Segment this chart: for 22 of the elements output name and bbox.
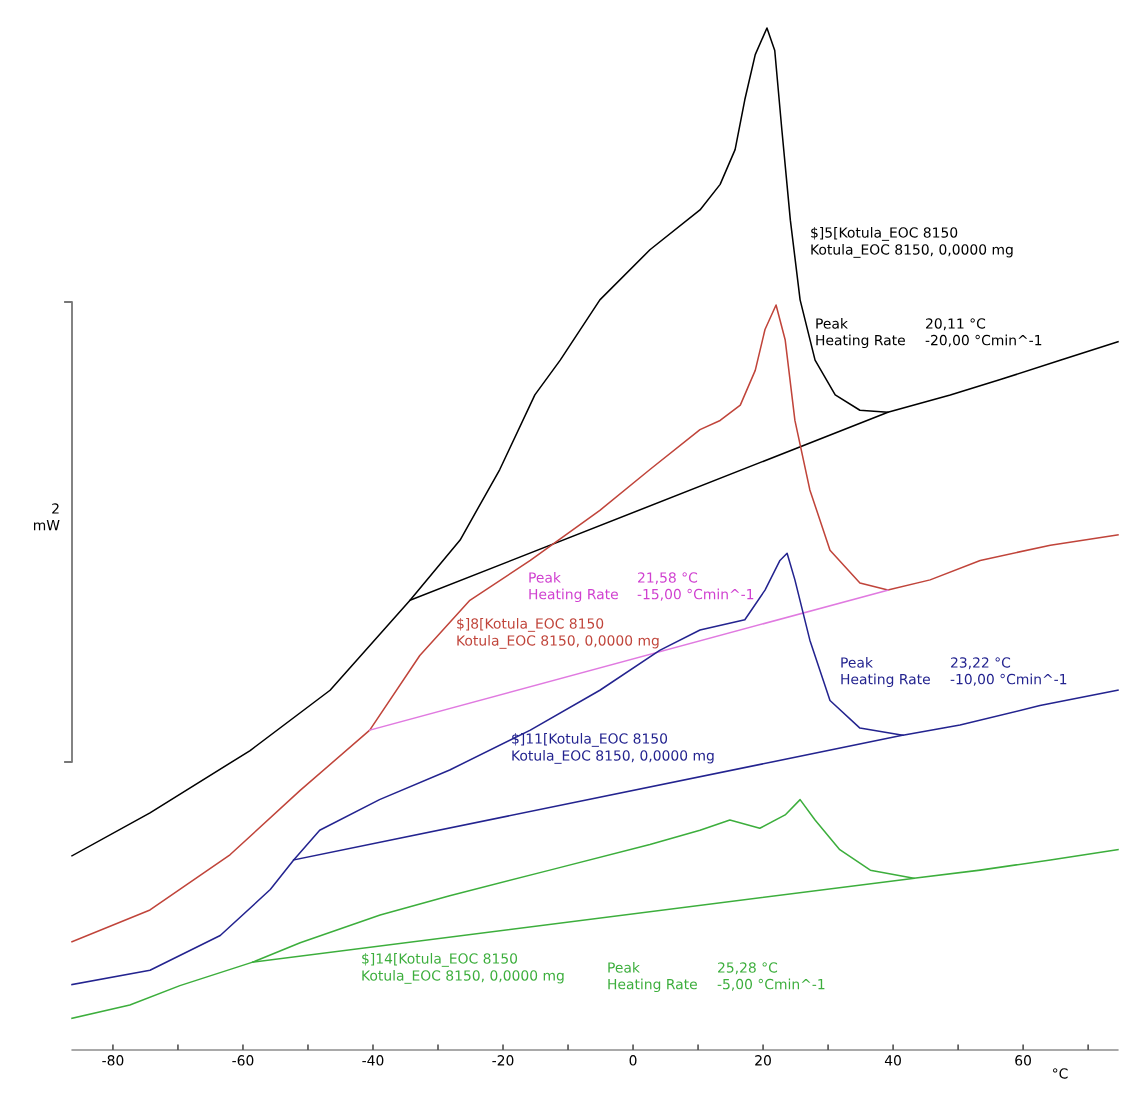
- x-tick-label: 0: [629, 1055, 637, 1066]
- x-tick-label: 60: [1015, 1055, 1031, 1066]
- x-tick-label: -20: [492, 1055, 514, 1066]
- x-tick-label: -40: [362, 1055, 384, 1066]
- series-label: $]11[Kotula_EOC 8150 Kotula_EOC 8150, 0,0000 mg: [512, 733, 714, 764]
- annotation: 20,11 °C -20,00 °Cmin^-1: [925, 318, 1042, 347]
- x-tick-label: 40: [884, 1055, 901, 1066]
- series-label: $]5[Kotula_EOC 8150 Kotula_EOC 8150, 0,0000 mg: [811, 227, 1013, 258]
- series-label: $]8[Kotula_EOC 8150 Kotula_EOC 8150, 0,0000 mg: [457, 618, 659, 649]
- annotation: Peak Heating Rate: [608, 962, 697, 993]
- annotation: Peak Heating Rate: [529, 572, 618, 603]
- annotation: 23,22 °C -10,00 °Cmin^-1: [950, 657, 1067, 686]
- x-tick-label: -60: [232, 1055, 254, 1066]
- annotation: Peak Heating Rate: [841, 657, 930, 688]
- text: $]14[Kotula_EOC 8150 Kotula_EOC 8150, 0,0000 mg: [362, 953, 564, 984]
- text: 2 mW: [34, 503, 60, 531]
- annotation: 25,28 °C -5,00 °Cmin^-1: [717, 962, 825, 991]
- x-axis-title: °C: [1053, 1068, 1068, 1079]
- annotation: 21,58 °C -15,00 °Cmin^-1: [637, 572, 754, 601]
- x-tick-label: 20: [755, 1055, 771, 1066]
- annotation: Peak Heating Rate: [816, 318, 905, 349]
- x-tick-label: -80: [102, 1055, 124, 1066]
